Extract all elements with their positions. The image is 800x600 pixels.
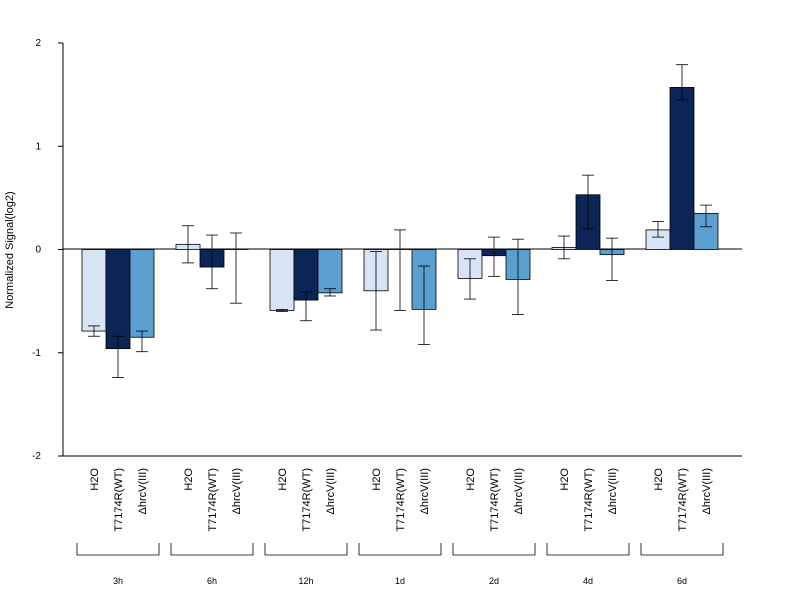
y-axis-title: Normalized Signal(log2)	[4, 191, 16, 308]
group-label-6h: 6h	[207, 576, 217, 586]
condition-label: ΔhrcV(III)	[419, 468, 431, 514]
condition-label: H2O	[89, 468, 101, 491]
condition-label: ΔhrcV(III)	[701, 468, 713, 514]
condition-label: T7174R(WT)	[301, 468, 313, 532]
error-bars	[88, 64, 712, 378]
y-tick-label: -1	[32, 348, 41, 359]
group-bracket	[76, 543, 160, 556]
bar-3h-0	[81, 249, 107, 332]
group-bracket	[546, 543, 630, 556]
bar-6d-1	[669, 86, 695, 250]
group-label-1d: 1d	[395, 576, 405, 586]
condition-label: H2O	[653, 468, 665, 491]
group-label-6d: 6d	[677, 576, 687, 586]
condition-label: T7174R(WT)	[489, 468, 501, 532]
condition-label: T7174R(WT)	[207, 468, 219, 532]
condition-label: ΔhrcV(III)	[231, 468, 243, 514]
group-bracket	[358, 543, 442, 556]
group-label-3h: 3h	[113, 576, 123, 586]
bar-12h-0	[269, 249, 295, 311]
group-label-12h: 12h	[298, 576, 313, 586]
condition-label: ΔhrcV(III)	[607, 468, 619, 514]
y-tick-label: 2	[35, 38, 41, 49]
condition-label: T7174R(WT)	[113, 468, 125, 532]
group-bracket	[640, 543, 724, 556]
condition-label: H2O	[559, 468, 571, 491]
condition-label: H2O	[371, 468, 383, 491]
condition-label: ΔhrcV(III)	[137, 468, 149, 514]
x-labels: H2O T7174R(WT) ΔhrcV(III) H2O T7174R(WT) Δhrc…	[89, 468, 713, 532]
condition-label: T7174R(WT)	[677, 468, 689, 532]
group-brackets: 3h 6h 12h 1d 2d 4d 6d	[76, 543, 724, 586]
condition-label: H2O	[183, 468, 195, 491]
condition-label: H2O	[277, 468, 289, 491]
group-bracket	[170, 543, 254, 556]
condition-label: ΔhrcV(III)	[513, 468, 525, 514]
y-ticks: -2 -1 0 1 2	[32, 38, 63, 462]
condition-label: ΔhrcV(III)	[325, 468, 337, 514]
condition-label: T7174R(WT)	[395, 468, 407, 532]
group-label-2d: 2d	[489, 576, 499, 586]
condition-label: H2O	[465, 468, 477, 491]
group-bracket	[452, 543, 536, 556]
bar-12h-2	[317, 249, 343, 294]
bar-3h-2	[129, 249, 155, 338]
group-label-4d: 4d	[583, 576, 593, 586]
y-tick-label: 0	[35, 245, 41, 256]
bar-3h-1	[105, 249, 131, 350]
y-tick-label: 1	[35, 141, 41, 152]
group-bracket	[264, 543, 348, 556]
condition-label: T7174R(WT)	[583, 468, 595, 532]
y-tick-label: -2	[32, 451, 41, 462]
